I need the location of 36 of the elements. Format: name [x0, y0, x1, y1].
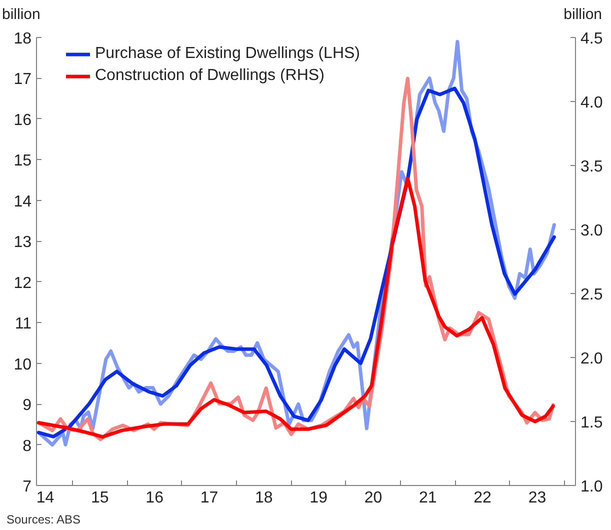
y2-tick-label: 4.5	[580, 30, 603, 48]
source-note: Sources: ABS	[6, 512, 81, 526]
y2-tick-label: 3.5	[580, 158, 603, 176]
y2-tick-label: 4.0	[580, 94, 603, 112]
y-tick-label: 17	[14, 71, 32, 88]
y-tick-label: 8	[22, 438, 32, 455]
y2-tick-label: 2.5	[580, 286, 603, 304]
x-tick-label: 18	[255, 490, 273, 506]
y-tick-label: 10	[14, 356, 32, 374]
y2-tick-label: 1.5	[580, 414, 603, 432]
x-tick-label: 22	[474, 490, 492, 506]
legend-label: Construction of Dwellings (RHS)	[95, 67, 324, 85]
y-tick-label: 7	[22, 478, 32, 496]
legend-label: Purchase of Existing Dwellings (LHS)	[95, 45, 360, 63]
x-tick-label: 16	[146, 490, 164, 506]
y-tick-label: 14	[14, 193, 32, 210]
x-tick-label: 17	[200, 490, 218, 506]
y-tick-label: 16	[14, 112, 32, 129]
y2-tick-label: 1.0	[580, 478, 603, 496]
y-tick-label: 9	[22, 397, 32, 414]
y-tick-label: 13	[14, 234, 32, 252]
y-tick-label: 15	[14, 152, 32, 170]
x-tick-label: 19	[310, 490, 328, 506]
y-tick-label: 18	[14, 30, 32, 48]
x-tick-label: 14	[36, 490, 54, 506]
y2-tick-label: 2.0	[580, 350, 603, 368]
y-axis-title: billion	[2, 5, 40, 25]
y-tick-label: 11	[14, 316, 32, 333]
x-tick-label: 15	[91, 490, 109, 506]
y2-tick-label: 3.0	[580, 222, 603, 240]
x-tick-label: 20	[364, 490, 382, 506]
y-tick-label: 12	[14, 274, 32, 292]
x-tick-label: 23	[528, 490, 546, 506]
x-tick-label: 21	[419, 490, 437, 506]
y2-axis-title: billion	[564, 5, 602, 25]
line-series	[36, 176, 555, 439]
